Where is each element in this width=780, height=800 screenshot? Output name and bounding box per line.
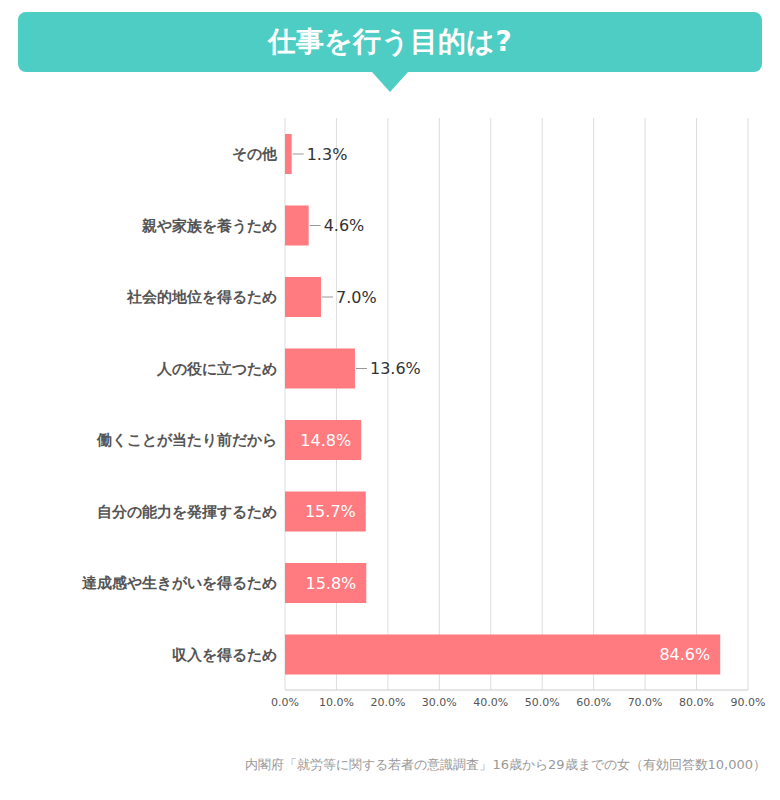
svg-text:収入を得るため: 収入を得るため: [172, 646, 277, 664]
svg-text:14.8%: 14.8%: [300, 431, 351, 450]
svg-text:30.0%: 30.0%: [422, 696, 457, 709]
svg-text:40.0%: 40.0%: [473, 696, 508, 709]
html-text:内閣府「就労等に関する若者の意識調査」16歳から29歳までの: 内閣府「就労等に関する若者の意識調査」16歳から29歳までの女（有効回答数10,…: [245, 757, 766, 772]
svg-text:90.0%: 90.0%: [731, 696, 766, 709]
svg-text:親や家族を養うため: 親や家族を養うため: [141, 217, 277, 235]
svg-text:70.0%: 70.0%: [628, 696, 663, 709]
svg-text:13.6%: 13.6%: [370, 359, 421, 378]
svg-text:10.0%: 10.0%: [319, 696, 354, 709]
svg-text:0.0%: 0.0%: [271, 696, 299, 709]
svg-text:60.0%: 60.0%: [576, 696, 611, 709]
svg-text:4.6%: 4.6%: [324, 216, 365, 235]
svg-text:達成感や生きがいを得るため: 達成感や生きがいを得るため: [81, 574, 277, 592]
svg-text:80.0%: 80.0%: [679, 696, 714, 709]
svg-text:15.7%: 15.7%: [305, 502, 356, 521]
svg-text:人の役に立つため: 人の役に立つため: [156, 360, 277, 378]
svg-text:15.8%: 15.8%: [305, 574, 356, 593]
svg-text:84.6%: 84.6%: [659, 645, 710, 664]
svg-text:20.0%: 20.0%: [370, 696, 405, 709]
svg-text:自分の能力を発揮するため: 自分の能力を発揮するため: [97, 503, 277, 521]
svg-text:50.0%: 50.0%: [525, 696, 560, 709]
html-text:仕事を行う目的は?: 仕事を行う目的は?: [268, 25, 512, 58]
svg-text:7.0%: 7.0%: [336, 288, 377, 307]
svg-text:その他: その他: [232, 145, 278, 163]
svg-text:1.3%: 1.3%: [307, 145, 348, 164]
svg-text:社会的地位を得るため: 社会的地位を得るため: [126, 288, 277, 306]
svg-text:働くことが当たり前だから: 働くことが当たり前だから: [96, 431, 277, 449]
